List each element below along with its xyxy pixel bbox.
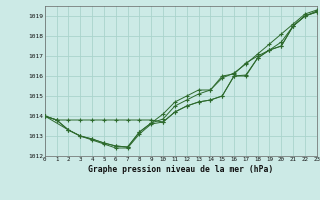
X-axis label: Graphe pression niveau de la mer (hPa): Graphe pression niveau de la mer (hPa) bbox=[88, 165, 273, 174]
